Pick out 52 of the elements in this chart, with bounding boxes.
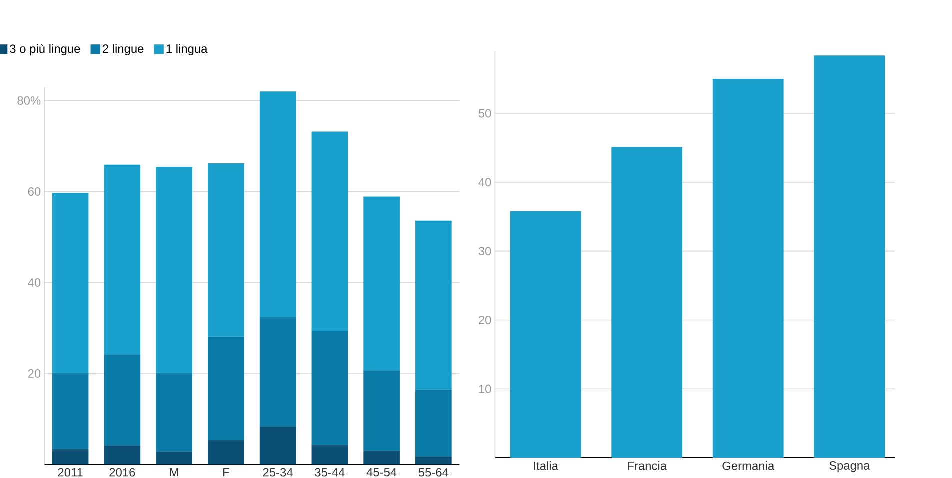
bar <box>156 167 192 374</box>
y-tick-label: 50 <box>478 109 492 118</box>
y-tick-label: 80% <box>18 96 41 105</box>
bar <box>364 451 400 465</box>
bar <box>208 440 244 465</box>
y-tick-label: 60 <box>28 188 41 196</box>
bar <box>208 164 244 337</box>
x-tick-label: 2016 <box>110 468 136 477</box>
bar <box>312 132 348 332</box>
legend-label: 1 lingua <box>166 44 208 56</box>
y-tick-label: 10 <box>479 384 492 394</box>
bar <box>416 456 452 465</box>
x-tick-label: Italia <box>534 462 558 470</box>
bar <box>260 426 296 465</box>
y-tick-label: 30 <box>478 247 492 256</box>
y-tick-label: 40 <box>478 178 492 187</box>
bar <box>104 354 141 446</box>
y-tick-label: 20 <box>478 316 492 324</box>
x-tick-label: M <box>170 468 178 477</box>
bar <box>364 370 400 452</box>
x-tick-label: 25-34 <box>263 468 293 477</box>
bar <box>260 92 296 318</box>
legend-label: 3 o più lingue <box>10 44 80 56</box>
bar <box>52 373 89 450</box>
bar <box>208 336 244 440</box>
y-tick-label: 20 <box>28 370 41 378</box>
x-tick-label: Francia <box>628 462 668 470</box>
x-tick-label: F <box>224 468 230 477</box>
x-tick-label: Germania <box>722 462 775 470</box>
bar <box>712 79 784 458</box>
bar <box>52 449 89 465</box>
bar <box>364 196 400 371</box>
bar <box>312 445 348 465</box>
x-tick-label: 45-54 <box>366 468 397 477</box>
bar <box>52 193 89 374</box>
bar <box>156 452 192 465</box>
bar <box>510 211 582 458</box>
bar <box>416 390 452 457</box>
x-tick-label: 2011 <box>58 468 83 477</box>
bar <box>104 164 141 355</box>
bar <box>260 317 296 427</box>
x-tick-label: 55-64 <box>418 468 449 477</box>
bar <box>104 446 141 465</box>
x-tick-label: 35-44 <box>315 468 345 477</box>
bar <box>814 56 886 458</box>
bar <box>612 147 683 458</box>
legend-label: 2 lingue <box>102 44 144 56</box>
x-tick-label: Spagna <box>830 462 870 472</box>
y-tick-label: 40 <box>28 278 41 287</box>
bar <box>312 331 348 446</box>
bar <box>416 220 452 390</box>
bar <box>156 373 192 452</box>
